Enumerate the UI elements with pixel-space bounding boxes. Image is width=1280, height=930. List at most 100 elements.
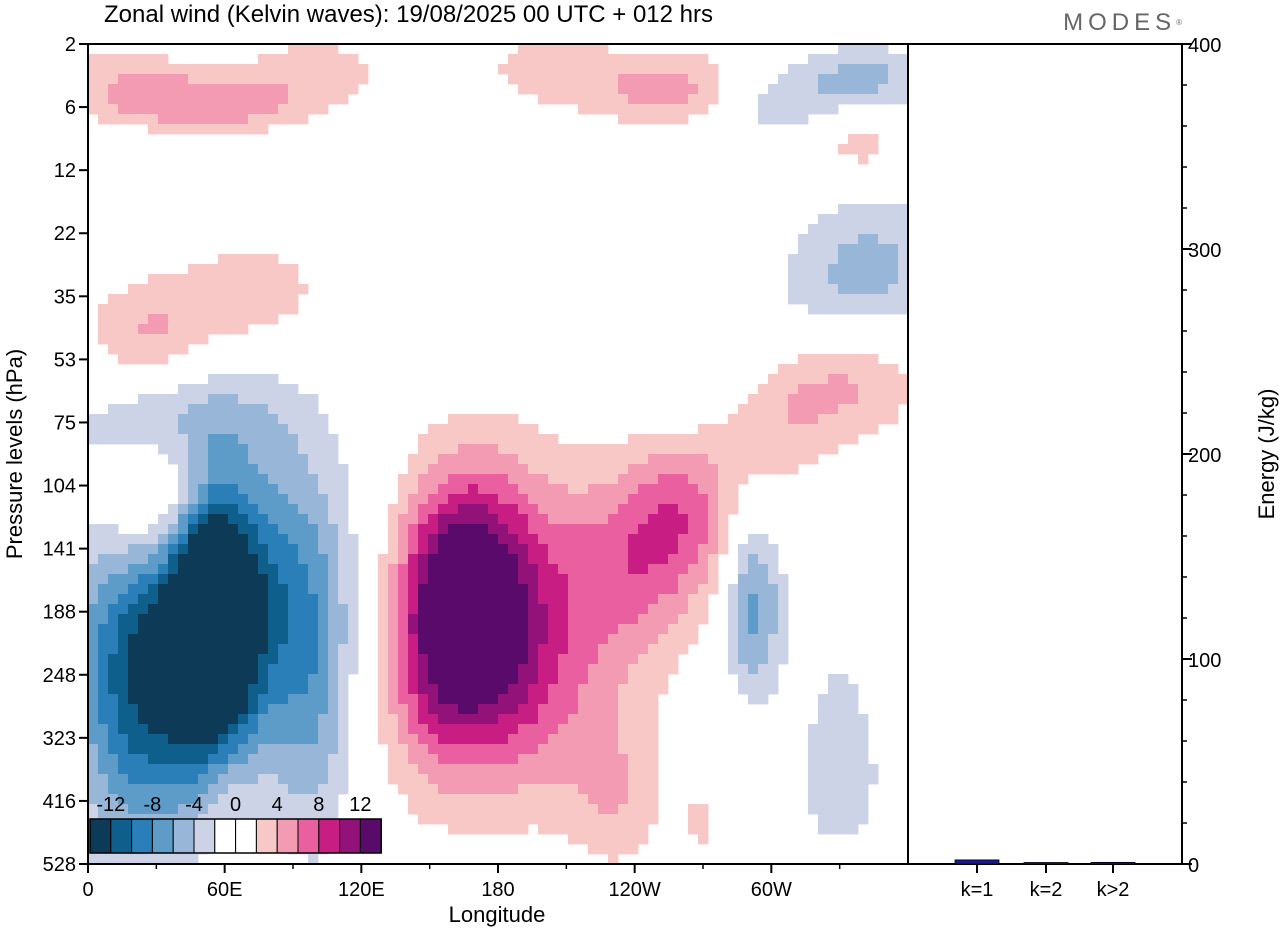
heatmap-cell: [828, 414, 839, 425]
heatmap-cell: [158, 554, 169, 565]
heatmap-cell: [158, 524, 169, 535]
heatmap-cell: [578, 734, 589, 745]
heatmap-cell: [818, 744, 829, 755]
heatmap-cell: [678, 484, 689, 495]
heatmap-cell: [108, 774, 119, 785]
heatmap-cell: [408, 754, 419, 765]
heatmap-cell: [668, 554, 679, 565]
heatmap-cell: [158, 624, 169, 635]
heatmap-cell: [538, 434, 549, 445]
heatmap-cell: [458, 754, 469, 765]
heatmap-cell: [248, 414, 259, 425]
heatmap-cell: [558, 544, 569, 555]
heatmap-cell: [898, 224, 908, 235]
heatmap-cell: [888, 284, 899, 295]
heatmap-cell: [578, 104, 589, 115]
heatmap-cell: [708, 504, 719, 515]
heatmap-cell: [138, 704, 149, 715]
heatmap-cell: [478, 584, 489, 595]
heatmap-cell: [218, 404, 229, 415]
heatmap-cell: [418, 784, 429, 795]
heatmap-cell: [748, 544, 759, 555]
heatmap-cell: [618, 794, 629, 805]
heatmap-cell: [608, 64, 619, 75]
heatmap-cell: [728, 464, 739, 475]
heatmap-cell: [288, 54, 299, 65]
heatmap-cell: [598, 664, 609, 675]
heatmap-cell: [208, 524, 219, 535]
heatmap-cell: [338, 634, 349, 645]
heatmap-cell: [538, 494, 549, 505]
heatmap-cell: [588, 504, 599, 515]
heatmap-cell: [888, 224, 899, 235]
heatmap-cell: [458, 434, 469, 445]
heatmap-cell: [258, 124, 269, 135]
heatmap-cell: [518, 774, 529, 785]
colorbar-swatch: [276, 818, 299, 854]
heatmap-cell: [428, 684, 439, 695]
heatmap-cell: [248, 744, 259, 755]
heatmap-cell: [428, 584, 439, 595]
heatmap-cell: [178, 614, 189, 625]
heatmap-cell: [468, 444, 479, 455]
heatmap-cell: [308, 694, 319, 705]
heatmap-cell: [238, 514, 249, 525]
heatmap-cell: [518, 744, 529, 755]
heatmap-cell: [818, 784, 829, 795]
heatmap-cell: [548, 434, 559, 445]
heatmap-cell: [278, 804, 289, 815]
heatmap-cell: [168, 634, 179, 645]
heatmap-cell: [218, 514, 229, 525]
heatmap-cell: [148, 594, 159, 605]
heatmap-cell: [618, 104, 629, 115]
heatmap-cell: [298, 664, 309, 675]
heatmap-cell: [658, 514, 669, 525]
heatmap-cell: [428, 814, 439, 825]
heatmap-cell: [668, 624, 679, 635]
heatmap-cell: [648, 784, 659, 795]
heatmap-cell: [288, 594, 299, 605]
heatmap-cell: [418, 634, 429, 645]
heatmap-cell: [538, 624, 549, 635]
heatmap-cell: [458, 694, 469, 705]
heatmap-cell: [198, 794, 209, 805]
heatmap-cell: [218, 264, 229, 275]
heatmap-cell: [518, 764, 529, 775]
heatmap-cell: [148, 674, 159, 685]
heatmap-cell: [828, 394, 839, 405]
heatmap-cell: [788, 444, 799, 455]
heatmap-cell: [338, 574, 349, 585]
heatmap-cell: [278, 634, 289, 645]
heatmap-cell: [298, 424, 309, 435]
heatmap-cell: [158, 404, 169, 415]
heatmap-cell: [228, 584, 239, 595]
heatmap-cell: [748, 564, 759, 575]
heatmap-cell: [268, 794, 279, 805]
heatmap-cell: [638, 464, 649, 475]
heatmap-cell: [388, 534, 399, 545]
heatmap-cell: [868, 214, 879, 225]
heatmap-cell: [318, 94, 329, 105]
heatmap-cell: [148, 634, 159, 645]
heatmap-cell: [228, 774, 239, 785]
heatmap-cell: [748, 604, 759, 615]
heatmap-cell: [888, 254, 899, 265]
heatmap-cell: [778, 364, 789, 375]
heatmap-cell: [688, 454, 699, 465]
heatmap-cell: [288, 664, 299, 675]
heatmap-cell: [718, 484, 729, 495]
heatmap-cell: [488, 804, 499, 815]
heatmap-cell: [678, 554, 689, 565]
heatmap-cell: [188, 564, 199, 575]
heatmap-cell: [108, 314, 119, 325]
heatmap-cell: [138, 694, 149, 705]
heatmap-cell: [618, 94, 629, 105]
heatmap-cell: [708, 564, 719, 575]
heatmap-cell: [208, 274, 219, 285]
heatmap-cell: [638, 84, 649, 95]
heatmap-cell: [288, 724, 299, 735]
heatmap-cell: [298, 784, 309, 795]
heatmap-cell: [338, 624, 349, 635]
heatmap-cell: [488, 444, 499, 455]
heatmap-cell: [188, 634, 199, 645]
